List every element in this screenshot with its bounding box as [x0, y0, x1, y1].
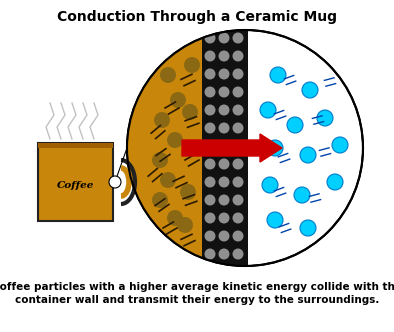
Circle shape	[232, 50, 243, 61]
Circle shape	[180, 184, 196, 200]
Circle shape	[167, 210, 183, 226]
Circle shape	[219, 230, 229, 241]
Circle shape	[219, 123, 229, 133]
Circle shape	[267, 212, 283, 228]
Circle shape	[204, 248, 216, 260]
Circle shape	[317, 110, 333, 126]
Circle shape	[232, 68, 243, 79]
Circle shape	[184, 57, 200, 73]
Circle shape	[270, 67, 286, 83]
Circle shape	[204, 123, 216, 133]
Circle shape	[294, 187, 310, 203]
Circle shape	[109, 176, 121, 188]
Circle shape	[204, 140, 216, 151]
Circle shape	[232, 105, 243, 116]
FancyArrow shape	[182, 134, 282, 162]
Circle shape	[327, 174, 343, 190]
Circle shape	[219, 105, 229, 116]
Circle shape	[232, 140, 243, 151]
Circle shape	[160, 67, 176, 83]
Circle shape	[300, 147, 316, 163]
Circle shape	[332, 137, 348, 153]
Circle shape	[204, 195, 216, 206]
Circle shape	[204, 68, 216, 79]
Circle shape	[152, 152, 168, 168]
Circle shape	[219, 33, 229, 43]
Circle shape	[232, 33, 243, 43]
Circle shape	[204, 177, 216, 188]
Circle shape	[232, 195, 243, 206]
Circle shape	[219, 212, 229, 223]
Circle shape	[232, 248, 243, 260]
Circle shape	[170, 92, 186, 108]
Circle shape	[300, 220, 316, 236]
Circle shape	[160, 172, 176, 188]
Circle shape	[219, 50, 229, 61]
Circle shape	[204, 158, 216, 170]
Circle shape	[182, 140, 198, 156]
Text: Conduction Through a Ceramic Mug: Conduction Through a Ceramic Mug	[57, 10, 337, 24]
Text: Coffee particles with a higher average kinetic energy collide with the
container: Coffee particles with a higher average k…	[0, 282, 394, 305]
Circle shape	[154, 112, 170, 128]
Circle shape	[232, 123, 243, 133]
Circle shape	[287, 117, 303, 133]
Circle shape	[219, 177, 229, 188]
Circle shape	[262, 177, 278, 193]
Wedge shape	[127, 30, 245, 266]
Circle shape	[177, 217, 193, 233]
Circle shape	[219, 248, 229, 260]
Circle shape	[302, 82, 318, 98]
Circle shape	[204, 87, 216, 98]
Circle shape	[219, 87, 229, 98]
Text: Coffee: Coffee	[57, 181, 94, 190]
Circle shape	[232, 87, 243, 98]
Circle shape	[232, 177, 243, 188]
Circle shape	[204, 33, 216, 43]
Circle shape	[232, 212, 243, 223]
Circle shape	[219, 195, 229, 206]
Bar	[202, 30, 248, 266]
Circle shape	[167, 132, 183, 148]
Circle shape	[182, 104, 198, 120]
Circle shape	[204, 105, 216, 116]
Circle shape	[260, 102, 276, 118]
Circle shape	[219, 158, 229, 170]
Bar	[38, 143, 113, 221]
Circle shape	[152, 192, 168, 208]
Circle shape	[219, 68, 229, 79]
Circle shape	[219, 140, 229, 151]
Circle shape	[204, 50, 216, 61]
Circle shape	[267, 140, 283, 156]
Circle shape	[232, 158, 243, 170]
Circle shape	[127, 30, 363, 266]
Circle shape	[232, 230, 243, 241]
Bar	[38, 143, 113, 148]
Circle shape	[204, 230, 216, 241]
Circle shape	[204, 212, 216, 223]
